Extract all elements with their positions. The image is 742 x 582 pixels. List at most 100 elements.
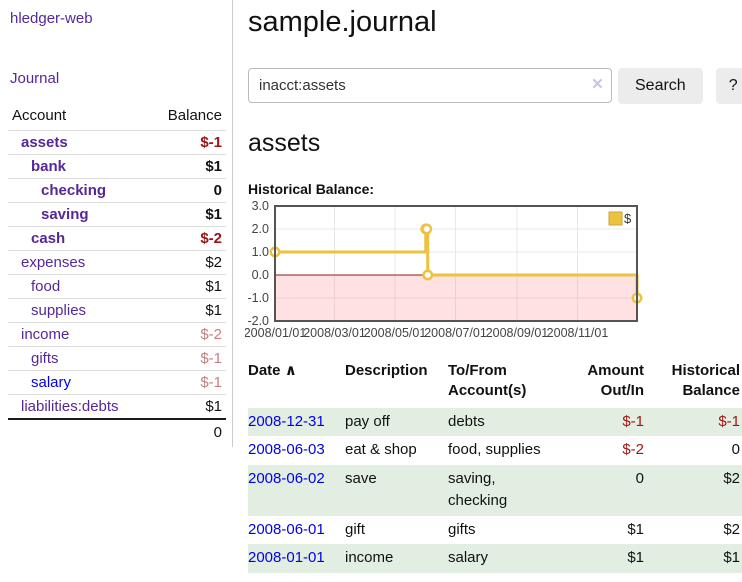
x-axis-tick-label: 2008/01/01	[245, 326, 306, 340]
sidebar-account-link[interactable]: liabilities:debts	[21, 398, 119, 415]
sidebar: hledger-web Journal Account Balance asse…	[0, 0, 233, 447]
txn-amount: $-1	[622, 412, 644, 430]
sidebar-account-balance: $-1	[147, 370, 226, 395]
sidebar-account-balance: 0	[147, 178, 226, 203]
sidebar-account-link[interactable]: cash	[31, 230, 66, 247]
sort-asc-icon: ∧	[284, 362, 297, 379]
x-axis-tick-label: 2008/05/01	[364, 326, 427, 340]
sidebar-account-balance: $1	[147, 298, 226, 323]
txn-accounts: gifts	[448, 520, 476, 538]
x-axis-tick-label: 2008/03/01	[303, 326, 366, 340]
txn-description: eat & shop	[345, 441, 417, 458]
txn-amount: $1	[627, 520, 644, 538]
nav-journal-link[interactable]: Journal	[10, 70, 60, 87]
data-point-marker	[421, 223, 433, 235]
sidebar-account-link[interactable]: bank	[31, 158, 67, 175]
txn-historical-balance: $2	[723, 520, 740, 538]
txn-description: pay off	[345, 412, 390, 430]
account-balances-table: Account Balance assets $-1 bank $1 checking 0…	[8, 103, 226, 441]
txn-accounts: saving, checking	[448, 469, 508, 510]
transaction-row: 2008-06-03 eat & shop food, supplies $-2 0	[248, 436, 742, 465]
page-title: sample.journal	[248, 6, 437, 38]
x-axis-tick-label: 2008/07/01	[424, 326, 487, 340]
transaction-row: 2008-06-02 save saving, checking 0 $2	[248, 464, 742, 516]
col-header-date[interactable]: Date ∧	[248, 362, 297, 379]
txn-accounts: food, supplies	[448, 441, 541, 458]
y-axis-tick-label: -1.0	[247, 291, 269, 305]
sidebar-account-link[interactable]: assets	[21, 134, 68, 151]
sidebar-account-balance: $-1	[147, 346, 226, 371]
chart-title: Historical Balance:	[248, 181, 375, 197]
y-axis-tick-label: 1.0	[252, 245, 269, 259]
negative-region	[275, 275, 637, 321]
account-heading: assets	[248, 129, 321, 157]
legend-swatch	[608, 211, 623, 226]
sidebar-account-link[interactable]: expenses	[21, 254, 86, 271]
sidebar-account-link[interactable]: saving	[41, 206, 89, 223]
sidebar-account-row: liabilities:debts $1	[8, 394, 226, 419]
sidebar-account-balance: $-2	[147, 226, 226, 251]
txn-date-link[interactable]: 2008-06-03	[248, 441, 325, 458]
sidebar-account-row: income $-2	[8, 322, 226, 347]
total-balance: 0	[147, 418, 226, 441]
sidebar-account-balance: $1	[147, 274, 226, 299]
sidebar-account-row: saving $1	[8, 202, 226, 227]
search-input[interactable]	[248, 68, 612, 103]
txn-date-link[interactable]: 2008-06-02	[248, 469, 325, 487]
txn-description: save	[345, 469, 377, 487]
data-point-marker	[422, 269, 434, 281]
txn-historical-balance: $1	[723, 549, 740, 566]
sidebar-account-balance: $2	[147, 250, 226, 275]
sidebar-account-link[interactable]: food	[31, 278, 61, 295]
sidebar-account-link[interactable]: income	[21, 326, 70, 343]
search-button[interactable]: Search	[618, 68, 703, 104]
txn-description: gift	[345, 520, 366, 538]
txn-historical-balance: $-1	[718, 412, 740, 430]
legend-label: $	[624, 211, 632, 226]
sidebar-account-link[interactable]: gifts	[31, 350, 59, 367]
col-header-tofrom-accounts: To/From Account(s)	[448, 362, 527, 400]
txn-amount: $-2	[622, 441, 644, 458]
sidebar-account-balance: $-1	[147, 130, 226, 155]
x-axis-tick-label: 2008/11/01	[547, 326, 609, 340]
search-form: × Search ?	[248, 68, 742, 104]
sidebar-account-row: bank $1	[8, 154, 226, 179]
sidebar-account-row: salary $-1	[8, 370, 226, 395]
main-content: sample.journal × Search ? assets Histori…	[245, 0, 742, 573]
txn-date-link[interactable]: 2008-12-31	[248, 412, 325, 430]
plot-border	[274, 205, 638, 322]
sidebar-account-row: checking 0	[8, 178, 226, 203]
txn-date-link[interactable]: 2008-06-01	[248, 520, 325, 538]
sidebar-account-balance: $-2	[147, 322, 226, 347]
transaction-row: 2008-01-01 income salary $1 $1	[248, 544, 742, 573]
register-table: Date ∧ Description To/From Account(s) Am…	[248, 359, 742, 573]
brand-link[interactable]: hledger-web	[10, 10, 93, 27]
transaction-row: 2008-06-01 gift gifts $1 $2	[248, 516, 742, 545]
sidebar-account-link[interactable]: salary	[31, 374, 72, 391]
txn-accounts: debts	[448, 412, 485, 430]
sidebar-account-row: gifts $-1	[8, 346, 226, 371]
sidebar-account-balance: $1	[147, 202, 226, 227]
help-button[interactable]: ?	[715, 68, 742, 104]
txn-amount: 0	[635, 469, 644, 487]
x-axis-tick-label: 2008/09/01	[486, 326, 549, 340]
y-axis-tick-label: 3.0	[252, 201, 269, 213]
txn-accounts: salary	[448, 549, 489, 566]
sidebar-account-row: expenses $2	[8, 250, 226, 275]
sidebar-account-link[interactable]: supplies	[31, 302, 87, 319]
y-axis-tick-label: 0.0	[252, 268, 269, 282]
y-axis-tick-label: -2.0	[247, 314, 269, 328]
account-column-header: Account	[12, 107, 67, 124]
sidebar-account-balance: $1	[147, 394, 226, 419]
txn-date-link[interactable]: 2008-01-01	[248, 549, 325, 566]
txn-description: income	[345, 549, 394, 566]
balance-column-header: Balance	[167, 107, 222, 124]
col-header-historical-balance: Historical Balance	[671, 362, 740, 400]
clear-search-icon[interactable]: ×	[591, 74, 603, 95]
txn-historical-balance: $2	[723, 469, 740, 487]
txn-historical-balance: 0	[731, 441, 740, 458]
sidebar-account-row: supplies $1	[8, 298, 226, 323]
sidebar-account-row: food $1	[8, 274, 226, 299]
sidebar-account-link[interactable]: checking	[41, 182, 107, 199]
sidebar-account-row: cash $-2	[8, 226, 226, 251]
